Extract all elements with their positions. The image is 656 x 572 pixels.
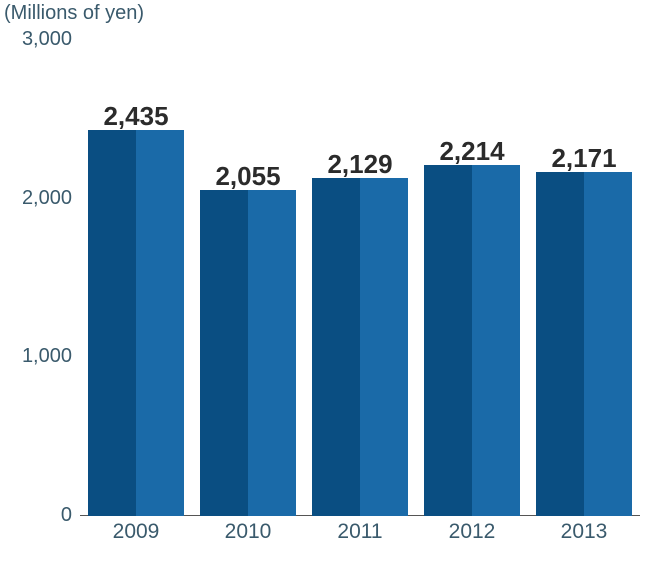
bar-left-half <box>536 172 584 516</box>
bar-group: 2,055 <box>200 40 296 516</box>
bar-value-label: 2,129 <box>327 149 392 180</box>
bar-group: 2,435 <box>88 40 184 516</box>
x-tick-label: 2010 <box>200 520 296 544</box>
x-tick-label: 2012 <box>424 520 520 544</box>
bar-right-half <box>360 178 408 516</box>
y-tick-label: 2,000 <box>2 187 72 210</box>
bar-value-label: 2,171 <box>551 143 616 174</box>
y-axis-title: (Millions of yen) <box>4 2 144 25</box>
x-tick-label: 2013 <box>536 520 632 544</box>
bar-value-label: 2,055 <box>215 161 280 192</box>
y-tick-label: 1,000 <box>2 345 72 368</box>
x-tick-label: 2011 <box>312 520 408 544</box>
bar-group: 2,171 <box>536 40 632 516</box>
bar-right-half <box>584 172 632 516</box>
bar-right-half <box>248 190 296 516</box>
x-tick-label: 2009 <box>88 520 184 544</box>
bar-chart: (Millions of yen) 0 1,000 2,000 3,000 2,435… <box>0 0 656 572</box>
bar-right-half <box>472 165 520 516</box>
y-tick-label: 3,000 <box>2 28 72 51</box>
bar-value-label: 2,214 <box>439 136 504 167</box>
bar-left-half <box>424 165 472 516</box>
bar-left-half <box>312 178 360 516</box>
bar-group: 2,214 <box>424 40 520 516</box>
plot-area: 2,435 2,055 2,129 2,214 2,171 <box>80 40 640 516</box>
bar-left-half <box>88 130 136 516</box>
bar-group: 2,129 <box>312 40 408 516</box>
bar-left-half <box>200 190 248 516</box>
x-axis-labels: 2009 2010 2011 2012 2013 <box>80 520 640 544</box>
bar-value-label: 2,435 <box>103 101 168 132</box>
y-tick-label: 0 <box>2 504 72 527</box>
bar-right-half <box>136 130 184 516</box>
bars-row: 2,435 2,055 2,129 2,214 2,171 <box>80 40 640 516</box>
